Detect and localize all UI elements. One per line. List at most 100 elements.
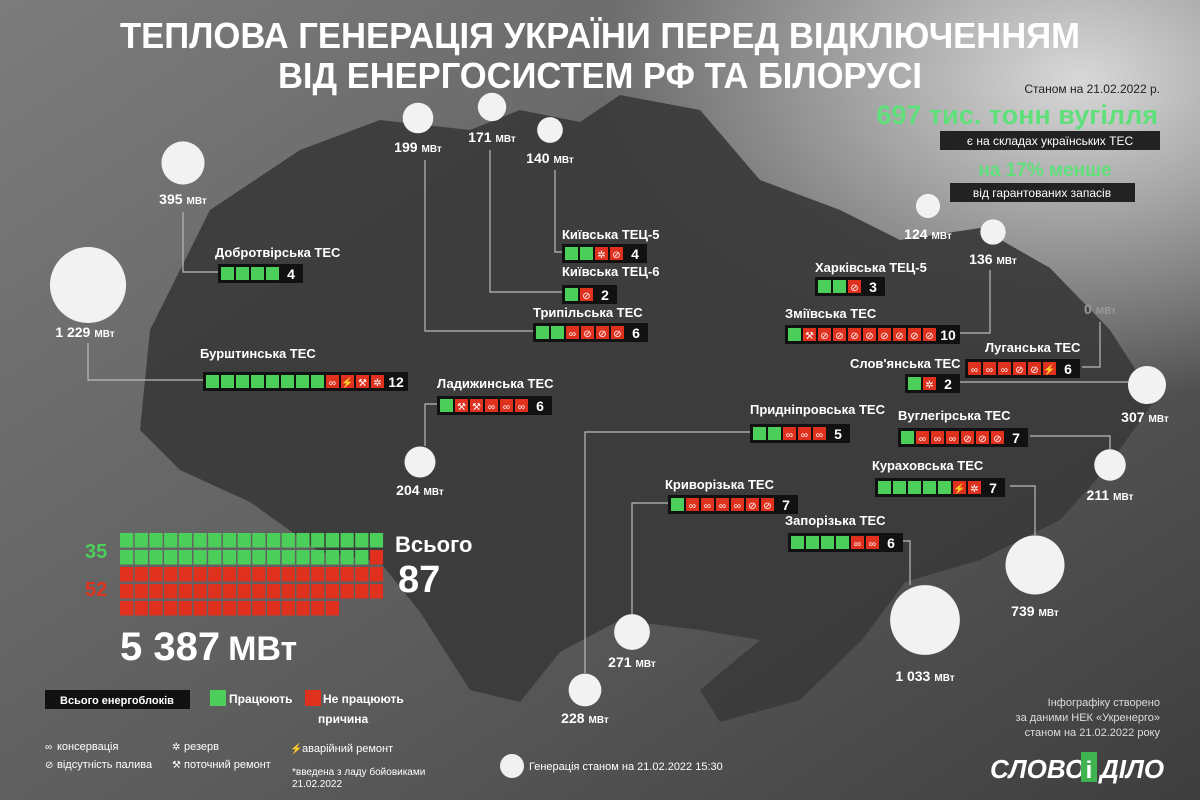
unit-stopped	[686, 498, 699, 511]
unit-stopped	[923, 328, 936, 341]
summary-stopped	[120, 567, 134, 582]
summary-stopped	[311, 567, 325, 582]
summary-stopped	[267, 601, 281, 616]
summary-stopped	[237, 601, 251, 616]
generation-label: 1 033 МВт	[895, 668, 954, 684]
generation-value: 1 229	[55, 324, 90, 340]
summary-working	[222, 550, 237, 565]
summary-stopped	[178, 601, 192, 616]
summary-stopped	[193, 584, 207, 599]
summary-stopped	[281, 601, 295, 616]
coal-note: є на складах українських ТЕС	[967, 134, 1134, 148]
unit-stopped	[1028, 362, 1041, 375]
connector	[424, 403, 437, 446]
unit-stopped	[968, 362, 981, 375]
unit-stopped	[761, 498, 774, 511]
plant-name: Луганська ТЕС	[985, 340, 1081, 355]
unit-working	[221, 267, 234, 280]
unit-reason: ∞	[971, 365, 978, 376]
unit-working	[768, 427, 781, 440]
generation-bubble	[404, 446, 436, 478]
unit-stopped	[851, 536, 864, 549]
summary-stopped	[252, 584, 266, 599]
connector	[1010, 485, 1036, 535]
summary-stopped	[296, 567, 310, 582]
connector	[1082, 322, 1101, 368]
logo: ДІЛО	[1098, 754, 1164, 784]
unit-working	[908, 377, 921, 390]
unit-stopped	[341, 375, 354, 388]
legend-reason: резерв	[184, 741, 219, 753]
generation-value: 140	[526, 150, 550, 166]
connector	[631, 502, 668, 614]
summary-stopped	[208, 567, 222, 582]
unit-reason: ∞	[503, 402, 510, 413]
generation-label: 171 МВт	[468, 129, 516, 145]
plant-total: 6	[536, 398, 544, 414]
unit-reason: ⊘	[1030, 365, 1038, 376]
generation-bubble	[1005, 535, 1065, 595]
summary-working	[296, 550, 310, 565]
unit-stopped	[931, 431, 944, 444]
legend-icon: ⚒	[172, 760, 181, 771]
generation-value: 395	[159, 191, 183, 207]
summary-stopped	[281, 567, 295, 582]
plant-name: Київська ТЕЦ-5	[562, 227, 660, 242]
unit-reason: ⊘	[880, 331, 888, 342]
unit-working	[266, 375, 279, 388]
plant-total: 7	[1012, 430, 1020, 446]
unit-working	[236, 375, 249, 388]
unit-working	[821, 536, 834, 549]
summary-working-count: 35	[85, 541, 107, 563]
unit-working	[788, 328, 801, 341]
unit-working	[251, 267, 264, 280]
summary-stopped	[178, 567, 192, 582]
unit-reason: ∞	[734, 501, 741, 512]
summary-stopped	[193, 601, 207, 616]
unit-reason: ✲	[373, 378, 381, 389]
generation-label: 739 МВт	[1011, 603, 1059, 619]
unit-reason: ∞	[869, 539, 876, 550]
summary-stopped	[134, 601, 148, 616]
legend-bubble	[500, 754, 524, 778]
unit-stopped	[848, 328, 861, 341]
unit-reason: ∞	[986, 365, 993, 376]
legend-icon: ⊘	[45, 760, 53, 771]
summary-stopped	[178, 584, 192, 599]
plant-name: Трипільська ТЕС	[533, 305, 643, 320]
generation-unit: МВт	[424, 487, 444, 498]
generation-unit: МВт	[496, 134, 516, 145]
connector	[554, 170, 562, 253]
unit-reason: ∞	[689, 501, 696, 512]
generation-bubble	[537, 117, 563, 143]
summary-stopped	[325, 567, 339, 582]
summary-stopped	[267, 567, 281, 582]
summary-stopped	[222, 601, 237, 616]
summary-stopped	[355, 584, 369, 599]
legend-icon: ✲	[172, 742, 180, 753]
unit-reason: ⊘	[850, 331, 858, 342]
unit-reason: ✲	[970, 484, 978, 495]
unit-working	[236, 267, 249, 280]
plant-total: 10	[940, 327, 956, 343]
unit-reason: ∞	[949, 434, 956, 445]
unit-stopped	[961, 431, 974, 444]
summary-stopped	[325, 601, 339, 616]
note-box	[950, 183, 1135, 202]
connector	[955, 270, 991, 334]
connector	[182, 212, 218, 273]
generation-value: 204	[396, 482, 420, 498]
unit-reason: ⊘	[820, 331, 828, 342]
unit-stopped	[515, 399, 528, 412]
summary-working	[149, 533, 163, 548]
plant-total: 2	[601, 287, 609, 303]
generation-unit: МВт	[187, 196, 207, 207]
note-box	[940, 131, 1160, 150]
summary-working	[208, 533, 222, 548]
summary-working	[178, 550, 192, 565]
summary-working	[296, 533, 310, 548]
summary-working	[164, 550, 178, 565]
generation-label: 0 МВт	[1084, 301, 1116, 317]
generation-bubble	[477, 92, 507, 122]
